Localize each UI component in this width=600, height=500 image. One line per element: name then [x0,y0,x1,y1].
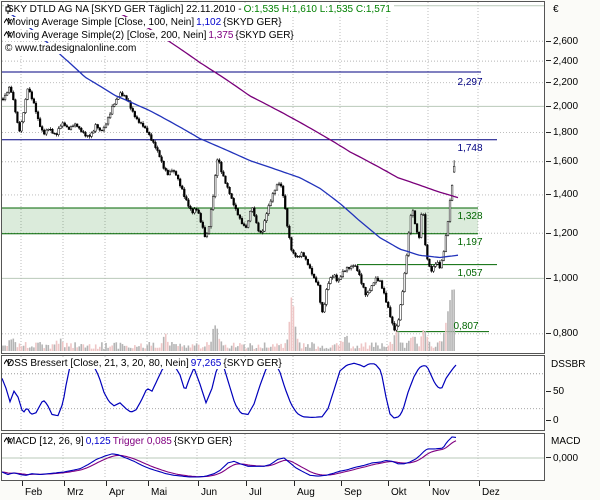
macd-trigger-value: Trigger 0,085 [112,436,172,447]
dss-label: DSS Bressert [Close, 21, 3, 20, 80, Nein… [7,358,189,369]
instrument-title: SKY DTLD AG NA [SKYD GER Täglich] 22.11.… [7,4,242,15]
price-tick: 1,400 [546,189,578,200]
ohlc-values: O:1,535 H:1,610 L:1,535 C:1,571 [243,4,391,15]
legend-instrument[interactable]: SKY DTLD AG NA [SKYD GER Täglich] 22.11.… [4,4,394,15]
price-tick: 2,000 [546,101,578,112]
price-tick: 2,600 [546,36,578,47]
legend-macd[interactable]: MACD [12, 26, 9] 0,125 Trigger 0,085 {SK… [4,436,236,447]
price-level-label: 1,057 [457,268,482,279]
price-tick: 0,800 [546,328,578,339]
ma100-label: Moving Average Simple [Close, 100, Nein] [7,17,195,28]
legend-ma100[interactable]: Moving Average Simple [Close, 100, Nein]… [4,17,285,28]
macd-pane[interactable]: MACD [12, 26, 9] 0,125 Trigger 0,085 {SK… [1,433,545,481]
price-tick: 1,000 [546,273,578,284]
price-level-label: 2,297 [457,77,482,88]
dss-axis-title: DSSBR [551,359,586,370]
copyright-text: © www.tradesignalonline.com [5,43,137,54]
macd-value: 0,125 [85,436,111,447]
price-chart-canvas[interactable]: 2,297 1,748 1,328 1,197 1,057 0,807 [2,2,544,353]
currency-label: € [553,4,559,15]
price-level-label: 1,748 [457,143,482,154]
price-tick: 1,600 [546,156,578,167]
price-level-label: 0,807 [453,321,478,332]
macd-tick: 0,000 [546,453,578,464]
price-chart-pane[interactable]: 2,297 1,748 1,328 1,197 1,057 0,807 SKY DTLD … [1,1,545,354]
dss-symbol: {SKYD GER} [223,358,282,369]
legend-ma200[interactable]: Moving Average Simple(2) [Close, 200, Ne… [4,30,297,41]
price-tick: 1,800 [546,127,578,138]
macd-symbol: {SKYD GER} [173,436,233,447]
price-tick: 2,400 [546,56,578,67]
price-level-label: 1,328 [457,211,482,222]
time-axis[interactable]: Feb Mrz Apr Mai Jun Jul Aug Sep Okt Nov Dez [0,481,546,500]
price-level-label: 1,197 [457,237,482,248]
ma200-label: Moving Average Simple(2) [Close, 200, Ne… [7,30,207,41]
macd-label: MACD [12, 26, 9] [7,436,84,447]
price-tick: 2,200 [546,77,578,88]
ma200-symbol: {SKYD GER} [235,30,294,41]
dss-tick: 0 [546,415,559,426]
price-axis[interactable]: € DSSBR MACD 2,600 2,400 2,200 2,000 1,800 1,… [546,0,600,500]
dss-tick: 50 [546,386,564,397]
macd-axis-title: MACD [551,436,581,447]
ma200-value: 1,375 [208,30,234,41]
ma100-value: 1,102 [196,17,222,28]
ma100-symbol: {SKYD GER} [223,17,282,28]
price-tick: 1,200 [546,228,578,239]
dss-value: 97,265 [190,358,222,369]
legend-copyright: © www.tradesignalonline.com [4,43,140,54]
legend-dss[interactable]: DSS Bressert [Close, 21, 3, 20, 80, Nein… [4,358,285,369]
dss-bressert-pane[interactable]: DSS Bressert [Close, 21, 3, 20, 80, Nein… [1,355,545,431]
macd-chart-canvas[interactable] [2,434,544,480]
